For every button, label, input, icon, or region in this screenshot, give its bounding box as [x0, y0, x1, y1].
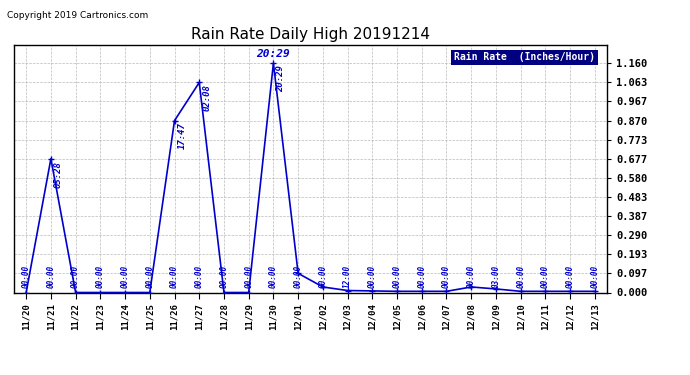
Text: 20:29: 20:29	[257, 50, 290, 59]
Text: 05:28: 05:28	[54, 161, 63, 188]
Text: 00:00: 00:00	[219, 264, 228, 288]
Text: 00:00: 00:00	[442, 264, 451, 288]
Text: Copyright 2019 Cartronics.com: Copyright 2019 Cartronics.com	[7, 11, 148, 20]
Text: 00:00: 00:00	[393, 264, 402, 288]
Title: Rain Rate Daily High 20191214: Rain Rate Daily High 20191214	[191, 27, 430, 42]
Text: 00:00: 00:00	[294, 264, 303, 288]
Text: 00:00: 00:00	[566, 264, 575, 288]
Text: 00:00: 00:00	[96, 264, 105, 288]
Text: 00:00: 00:00	[417, 264, 426, 288]
Text: 00:00: 00:00	[466, 264, 475, 288]
Text: 00:00: 00:00	[46, 264, 55, 288]
Text: 00:00: 00:00	[244, 264, 253, 288]
Text: 00:00: 00:00	[195, 264, 204, 288]
Text: 00:00: 00:00	[591, 264, 600, 288]
Text: 00:00: 00:00	[121, 264, 130, 288]
Text: 00:00: 00:00	[170, 264, 179, 288]
Text: 20:29: 20:29	[277, 65, 286, 92]
Text: 00:00: 00:00	[269, 264, 278, 288]
Text: 17:47: 17:47	[177, 123, 186, 150]
Text: 00:00: 00:00	[318, 264, 327, 288]
Text: 00:00: 00:00	[541, 264, 550, 288]
Text: 00:00: 00:00	[71, 264, 80, 288]
Text: 00:00: 00:00	[516, 264, 525, 288]
Text: 03:00: 03:00	[491, 264, 500, 288]
Text: 00:00: 00:00	[146, 264, 155, 288]
Text: 00:00: 00:00	[368, 264, 377, 288]
Text: Rain Rate  (Inches/Hour): Rain Rate (Inches/Hour)	[454, 53, 595, 63]
Text: 00:00: 00:00	[21, 264, 30, 288]
Text: 12:00: 12:00	[343, 264, 352, 288]
Text: 02:08: 02:08	[202, 84, 211, 111]
